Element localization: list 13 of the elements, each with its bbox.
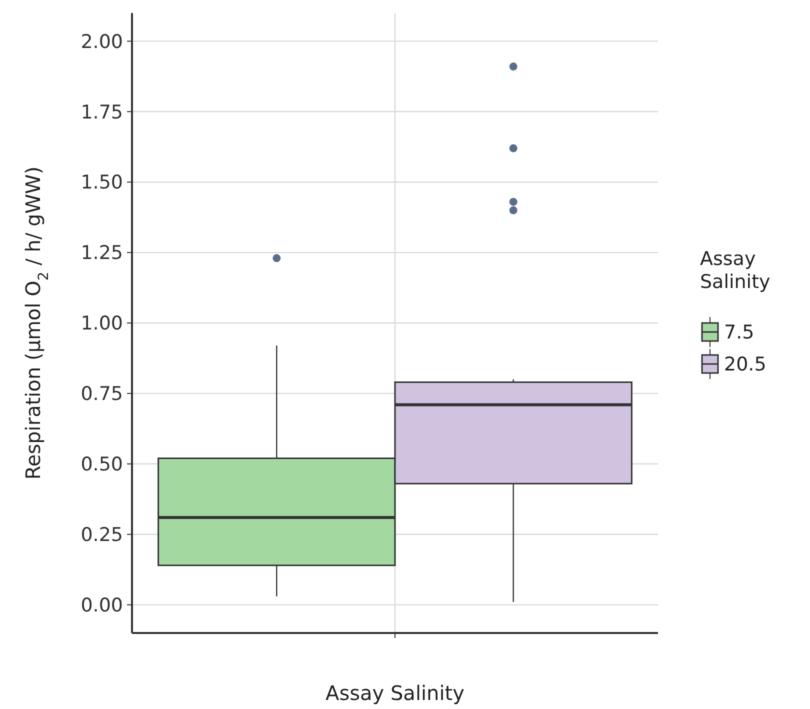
y-tick-label: 0.50: [80, 454, 123, 476]
y-tick-label: 1.50: [80, 172, 123, 194]
legend-label: 20.5: [724, 354, 766, 376]
y-tick-label: 1.75: [80, 101, 123, 124]
y-tick-label: 0.25: [80, 524, 123, 546]
y-tick-label: 2.00: [80, 30, 123, 53]
x-axis-title: Assay Salinity: [326, 681, 465, 705]
legend-title: Assay Salinity: [700, 248, 770, 293]
y-tick-label: 0.00: [80, 594, 123, 616]
y-tick-label: 1.25: [80, 242, 123, 264]
y-tick-label: 1.00: [80, 312, 123, 335]
legend-label: 7.5: [724, 322, 754, 344]
y-tick-label: 0.75: [80, 383, 123, 406]
